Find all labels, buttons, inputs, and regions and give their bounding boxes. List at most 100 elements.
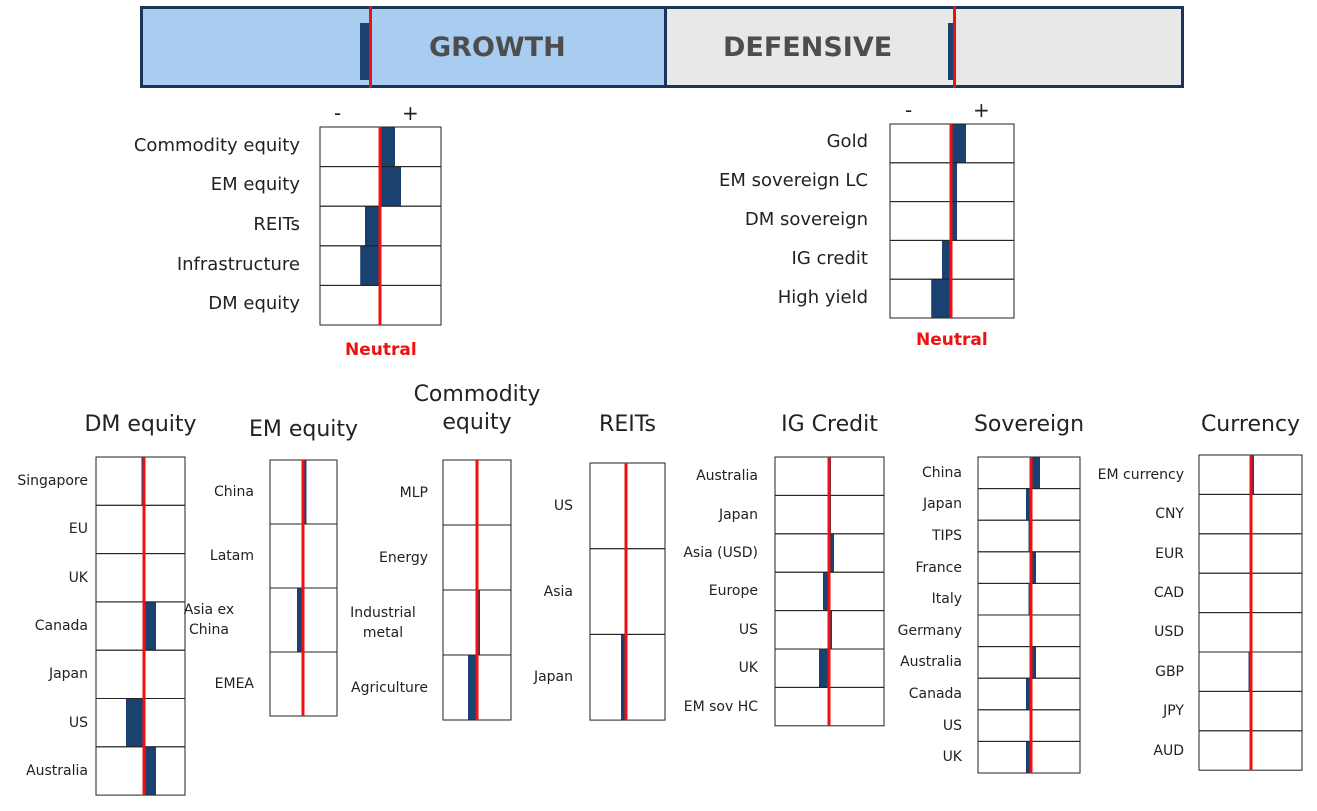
chart-defensive-bar-ig-credit	[942, 240, 951, 280]
chart-growth-bar-commodity-equity	[380, 127, 395, 167]
chart-ig-credit-label-em-sov-hc: EM sov HC	[683, 698, 758, 715]
chart-ig-credit-bar-asia-usd	[829, 533, 834, 573]
chart-ig-credit-label-uk: UK	[738, 660, 758, 677]
chart-growth-plus-sign: +	[402, 101, 419, 125]
chart-dm-equity-bar-us	[126, 698, 144, 747]
chart-growth-label-infrastructure: Infrastructure	[176, 253, 300, 275]
chart-reits-label-asia: Asia	[543, 583, 573, 600]
chart-dm-equity-bar-canada	[144, 601, 156, 651]
chart-ig-credit-bar-uk	[819, 649, 829, 688]
chart-commodity-equity-bar-agriculture	[468, 655, 477, 720]
chart-dm-equity-label-australia: Australia	[26, 762, 88, 779]
chart-defensive-label-ig-credit: IG credit	[791, 247, 868, 269]
chart-currency-label-jpy: JPY	[1163, 703, 1184, 720]
chart-sovereign-label-italy: Italy	[931, 591, 962, 608]
chart-growth-neutral-label: Neutral	[345, 340, 417, 360]
chart-sovereign-cell-uk	[977, 740, 1081, 774]
chart-commodity-equity-label-industrial-metal: Industrial metal	[350, 604, 416, 641]
chart-currency-label-gbp: GBP	[1155, 663, 1184, 680]
chart-dm-equity-label-eu: EU	[68, 521, 88, 538]
chart-reits-title: REITs	[599, 412, 656, 437]
chart-sovereign-bar-japan	[1026, 488, 1031, 521]
chart-em-equity-label-emea: EMEA	[214, 676, 254, 692]
chart-sovereign-title: Sovereign	[973, 412, 1085, 437]
chart-sovereign-cell-germany	[977, 614, 1081, 648]
chart-ig-credit-title: IG Credit	[781, 412, 878, 437]
chart-defensive-label-dm-sovereign: DM sovereign	[744, 209, 868, 230]
growth-segment	[143, 9, 667, 85]
defensive-signal-bar	[948, 23, 954, 80]
chart-defensive-bar-gold	[951, 124, 966, 163]
chart-dm-equity-title: DM equity	[84, 412, 197, 437]
chart-dm-equity-label-singapore: Singapore	[17, 473, 88, 490]
chart-currency-label-cad: CAD	[1153, 584, 1184, 601]
chart-sovereign-cell-us	[977, 709, 1081, 742]
chart-sovereign-bar-france	[1031, 551, 1036, 584]
chart-em-equity-label-latam: Latam	[209, 548, 254, 564]
chart-dm-equity-label-us: US	[68, 714, 88, 731]
chart-em-equity-title: EM equity	[248, 417, 359, 442]
chart-commodity-equity-label-energy: Energy	[378, 549, 428, 566]
chart-defensive-label-em-sovereign-lc: EM sovereign LC	[719, 170, 868, 192]
chart-ig-credit-bar-europe	[823, 572, 829, 611]
chart-commodity-equity-label-agriculture: Agriculture	[351, 679, 428, 696]
chart-ig-credit-label-europe: Europe	[708, 583, 758, 600]
chart-growth-label-commodity-equity: Commodity equity	[133, 134, 300, 156]
chart-dm-equity-bar-australia	[144, 746, 156, 796]
chart-sovereign-bar-uk	[1026, 741, 1031, 773]
chart-em-equity-bar-asia-ex-china	[297, 588, 303, 652]
chart-growth-minus-sign: -	[334, 101, 342, 125]
chart-ig-credit-label-asia-usd: Asia (USD)	[683, 545, 758, 561]
defensive-neutral-line	[953, 6, 956, 88]
chart-ig-credit-label-australia: Australia	[696, 468, 758, 485]
chart-reits-label-japan: Japan	[533, 669, 573, 686]
chart-dm-equity-cell-japan	[95, 649, 186, 700]
chart-em-equity-label-china: China	[214, 484, 254, 500]
chart-defensive-label-high-yield: High yield	[777, 286, 868, 308]
chart-growth-bar-reits	[365, 206, 380, 246]
growth-neutral-line	[369, 6, 372, 88]
chart-defensive-bar-em-sovereign-lc	[951, 162, 957, 202]
header-bar: GROWTH DEFENSIVE	[140, 6, 1184, 88]
chart-reits-label-us: US	[553, 497, 573, 514]
chart-growth-label-reits: REITs	[253, 214, 300, 235]
chart-em-equity-bar-china	[303, 460, 307, 524]
chart-defensive-label-gold: Gold	[826, 131, 868, 153]
chart-sovereign-bar-australia	[1031, 646, 1036, 679]
chart-sovereign-bar-china	[1031, 457, 1040, 489]
chart-dm-equity-cell-australia	[95, 746, 186, 796]
chart-reits-bar-japan	[621, 634, 626, 721]
chart-sovereign-label-china: China	[922, 464, 962, 481]
chart-sovereign-label-tips: TIPS	[931, 528, 962, 544]
chart-dm-equity-label-japan: Japan	[48, 666, 88, 683]
chart-currency-label-usd: USD	[1154, 624, 1184, 641]
chart-ig-credit-label-us: US	[738, 621, 758, 638]
chart-sovereign-label-australia: Australia	[900, 654, 962, 671]
chart-dm-equity-cell-singapore	[95, 456, 186, 506]
chart-ig-credit-label-japan: Japan	[718, 506, 758, 523]
chart-sovereign-cell-france	[977, 551, 1081, 584]
chart-currency-label-em-currency: EM currency	[1097, 466, 1184, 483]
chart-sovereign-label-france: France	[915, 559, 962, 576]
chart-growth-label-dm-equity: DM equity	[208, 293, 300, 315]
chart-defensive-minus-sign: -	[905, 98, 913, 122]
chart-dm-equity-label-canada: Canada	[34, 618, 88, 635]
chart-sovereign-bar-canada	[1026, 678, 1031, 710]
chart-defensive-bar-high-yield	[931, 279, 951, 318]
chart-em-equity-label-asia-ex-china: Asia ex China	[183, 602, 235, 638]
chart-growth-label-em-equity: EM equity	[210, 174, 300, 196]
chart-sovereign-cell-china	[977, 456, 1081, 490]
chart-sovereign-label-canada: Canada	[908, 686, 962, 702]
chart-defensive-plus-sign: +	[973, 98, 990, 122]
chart-currency-label-aud: AUD	[1153, 742, 1184, 759]
chart-currency-label-cny: CNY	[1155, 506, 1184, 523]
chart-sovereign-cell-australia	[977, 646, 1081, 679]
chart-dm-equity-cell-eu	[95, 504, 186, 555]
chart-growth-bar-em-equity	[380, 166, 401, 207]
chart-growth-bar-infrastructure	[360, 245, 380, 286]
chart-defensive-bar-dm-sovereign	[951, 201, 957, 241]
chart-currency-label-eur: EUR	[1155, 545, 1184, 562]
chart-sovereign-label-japan: Japan	[922, 496, 962, 513]
chart-dm-equity-cell-uk	[95, 553, 186, 603]
